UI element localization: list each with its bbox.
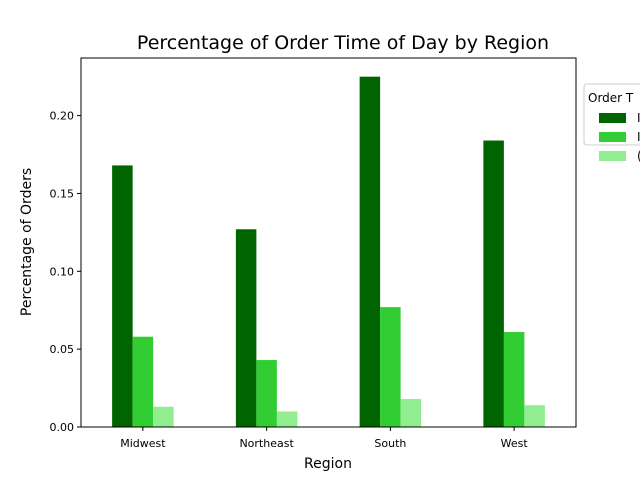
x-tick-label: Midwest	[120, 437, 166, 450]
legend-swatch-1	[599, 113, 626, 123]
bar-midwest-series-1	[112, 165, 133, 427]
y-tick-label: 0.10	[50, 265, 75, 278]
bar-south-series-1	[359, 76, 381, 428]
x-axis-label: Region	[304, 456, 352, 472]
bar-midwest-series-3	[153, 406, 174, 427]
bar-west-series-2	[503, 332, 525, 427]
y-tick-label: 0.15	[50, 187, 75, 200]
legend-items: II (	[599, 111, 640, 163]
bar-south-series-3	[400, 398, 422, 427]
x-tick-label: South	[374, 437, 406, 450]
bar-west-series-1	[483, 140, 504, 427]
legend-label-2: I	[637, 130, 640, 144]
bar-midwest-series-2	[132, 336, 154, 427]
y-axis: 0.00 0.05 0.10 0.15 0.20	[50, 110, 81, 434]
chart-title: Percentage of Order Time of Day by Regio…	[137, 32, 549, 54]
legend: Order T II (	[583, 83, 640, 163]
bars-layer	[112, 76, 545, 428]
bar-northeast-series-3	[276, 411, 298, 427]
bar-south-series-2	[380, 307, 401, 427]
y-axis-label: Percentage of Orders	[19, 168, 35, 316]
plot-frame	[80, 57, 577, 428]
legend-swatch-2	[599, 132, 626, 142]
y-tick-label: 0.20	[50, 110, 75, 123]
bar-west-series-3	[524, 405, 545, 427]
x-tick-label: West	[501, 437, 529, 450]
legend-title: Order T	[588, 91, 634, 105]
bar-northeast-series-1	[235, 229, 257, 427]
x-axis: Midwest Northeast South West	[120, 427, 528, 450]
y-tick-label: 0.05	[50, 343, 75, 356]
legend-label-3: (	[637, 149, 640, 163]
y-tick-label: 0.00	[50, 421, 75, 434]
bar-northeast-series-2	[256, 360, 277, 427]
legend-swatch-3	[599, 151, 626, 161]
legend-label-1: I	[637, 111, 640, 125]
x-tick-label: Northeast	[239, 437, 294, 450]
